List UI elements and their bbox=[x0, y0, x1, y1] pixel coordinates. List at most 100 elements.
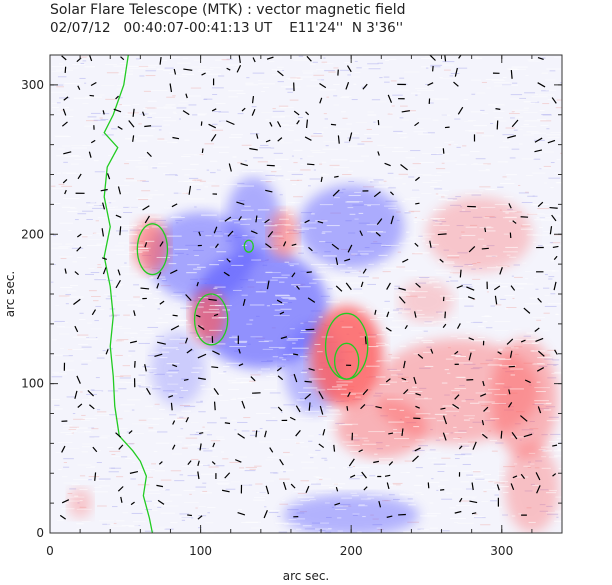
streak bbox=[282, 302, 288, 304]
streak bbox=[124, 332, 138, 334]
streak bbox=[220, 121, 232, 123]
streak bbox=[547, 137, 560, 139]
streak bbox=[473, 125, 488, 127]
field-noise bbox=[191, 458, 199, 460]
streak bbox=[508, 220, 516, 222]
field-vector bbox=[484, 227, 487, 233]
field-noise bbox=[107, 295, 117, 297]
field-vector bbox=[454, 394, 460, 400]
field-noise bbox=[357, 143, 365, 145]
field-noise bbox=[97, 264, 101, 266]
streak bbox=[388, 58, 397, 60]
field-vector bbox=[280, 336, 288, 340]
field-vector bbox=[386, 515, 393, 518]
field-noise bbox=[345, 271, 350, 273]
streak bbox=[541, 72, 549, 74]
streak bbox=[247, 146, 257, 148]
field-vector bbox=[481, 420, 485, 426]
streak bbox=[67, 115, 74, 117]
field-noise bbox=[141, 190, 151, 192]
x-tick-label: 200 bbox=[340, 544, 363, 558]
streak bbox=[497, 350, 503, 352]
streak bbox=[200, 473, 216, 475]
streak bbox=[55, 304, 60, 306]
field-noise bbox=[494, 494, 499, 496]
streak bbox=[316, 68, 324, 70]
field-vector bbox=[373, 191, 381, 198]
field-noise bbox=[532, 195, 535, 197]
field-noise bbox=[131, 512, 143, 514]
field-noise bbox=[423, 330, 428, 332]
streak bbox=[354, 218, 359, 220]
field-noise bbox=[490, 122, 494, 124]
streak bbox=[85, 338, 98, 340]
streak bbox=[239, 469, 246, 471]
field-noise bbox=[90, 112, 101, 114]
field-vector bbox=[61, 121, 68, 127]
streak bbox=[216, 251, 227, 253]
field-vector bbox=[283, 241, 287, 247]
streak bbox=[61, 145, 71, 147]
field-noise bbox=[278, 105, 289, 107]
streak bbox=[380, 263, 387, 265]
streak bbox=[260, 494, 268, 496]
field-vector bbox=[494, 295, 498, 305]
field-noise bbox=[92, 232, 97, 234]
field-vector bbox=[105, 349, 109, 355]
field-noise bbox=[348, 478, 360, 480]
field-noise bbox=[351, 99, 358, 101]
negative-region-3 bbox=[298, 184, 404, 269]
field-noise bbox=[254, 465, 262, 467]
field-noise bbox=[279, 503, 288, 505]
streak bbox=[532, 484, 540, 486]
field-noise bbox=[66, 396, 76, 398]
streak bbox=[505, 212, 509, 214]
field-noise bbox=[270, 147, 275, 149]
streak bbox=[72, 478, 89, 480]
streak bbox=[333, 84, 340, 86]
field-vector bbox=[364, 336, 367, 345]
streak bbox=[367, 346, 379, 348]
field-vector bbox=[427, 82, 434, 86]
streak bbox=[550, 132, 562, 134]
field-noise bbox=[459, 500, 470, 502]
positive-region-3 bbox=[268, 210, 299, 259]
streak bbox=[197, 302, 205, 304]
field-noise bbox=[486, 291, 489, 293]
field-vector bbox=[469, 500, 478, 504]
streak bbox=[283, 454, 294, 456]
streak bbox=[414, 252, 430, 254]
streak bbox=[321, 232, 326, 234]
streak bbox=[504, 295, 515, 297]
streak bbox=[231, 264, 244, 266]
streak bbox=[114, 245, 125, 247]
field-noise bbox=[211, 87, 224, 89]
streak bbox=[166, 363, 180, 365]
field-vector bbox=[320, 176, 323, 182]
streak bbox=[272, 417, 276, 419]
streak bbox=[59, 256, 73, 258]
field-vector bbox=[296, 120, 300, 125]
field-vector bbox=[305, 485, 310, 493]
streak bbox=[121, 104, 131, 106]
field-vector bbox=[269, 121, 273, 127]
streak bbox=[327, 388, 341, 390]
streak bbox=[265, 459, 273, 461]
field-vector bbox=[402, 258, 409, 263]
streak bbox=[186, 272, 197, 274]
field-noise bbox=[57, 76, 67, 78]
streak bbox=[157, 162, 173, 164]
streak bbox=[63, 425, 73, 427]
streak bbox=[453, 426, 457, 428]
field-vector bbox=[197, 515, 203, 520]
field-noise bbox=[268, 512, 279, 514]
streak bbox=[198, 506, 206, 508]
field-noise bbox=[148, 427, 154, 429]
field-noise bbox=[241, 430, 250, 432]
field-vector bbox=[265, 485, 270, 495]
field-vector bbox=[184, 337, 189, 344]
streak bbox=[421, 153, 439, 155]
field-vector bbox=[115, 432, 122, 438]
field-vector bbox=[362, 389, 369, 396]
streak bbox=[457, 362, 473, 364]
